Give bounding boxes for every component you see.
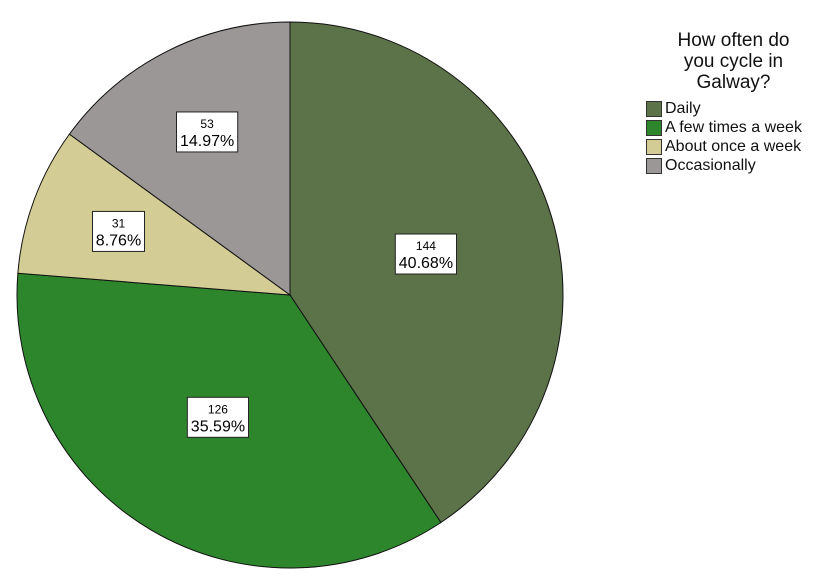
legend-swatch: [646, 138, 662, 155]
data-label: 31 8.76%: [91, 210, 145, 252]
legend-item-once-week: About once a week: [646, 137, 831, 156]
legend: How often do you cycle in Galway? Daily …: [646, 30, 831, 175]
legend-item-few-times: A few times a week: [646, 118, 831, 137]
legend-label: A few times a week: [665, 119, 802, 136]
count-label: 126: [208, 402, 228, 416]
percent-label: 14.97%: [180, 133, 234, 150]
percent-label: 35.59%: [191, 418, 245, 435]
legend-title: How often do you cycle in Galway?: [636, 30, 831, 93]
legend-title-line: Galway?: [696, 72, 771, 93]
pie-slice: [17, 133, 292, 296]
legend-item-daily: Daily: [646, 99, 831, 118]
count-label: 144: [416, 239, 436, 253]
percent-label: 8.76%: [96, 232, 141, 249]
legend-title-line: you cycle in: [683, 51, 784, 72]
data-label-box: [186, 396, 250, 438]
pie-slice: [68, 21, 291, 296]
data-label: 53 14.97%: [176, 111, 239, 153]
percent-label: 40.68%: [399, 255, 453, 272]
data-label: 144 40.68%: [394, 233, 458, 275]
data-label-box: [394, 233, 458, 275]
legend-item-occasionally: Occasionally: [646, 156, 831, 175]
legend-title-line: How often do: [677, 30, 790, 51]
legend-swatch: [646, 157, 662, 174]
data-label: 126 35.59%: [186, 396, 250, 438]
count-label: 53: [200, 117, 214, 131]
data-label-box: [91, 210, 145, 252]
legend-label: Daily: [665, 100, 701, 117]
legend-label: About once a week: [665, 138, 802, 155]
legend-label: Occasionally: [665, 157, 756, 174]
data-label-box: [176, 111, 239, 153]
count-label: 31: [112, 216, 126, 230]
legend-swatch: [646, 119, 662, 136]
legend-swatch: [646, 100, 662, 117]
